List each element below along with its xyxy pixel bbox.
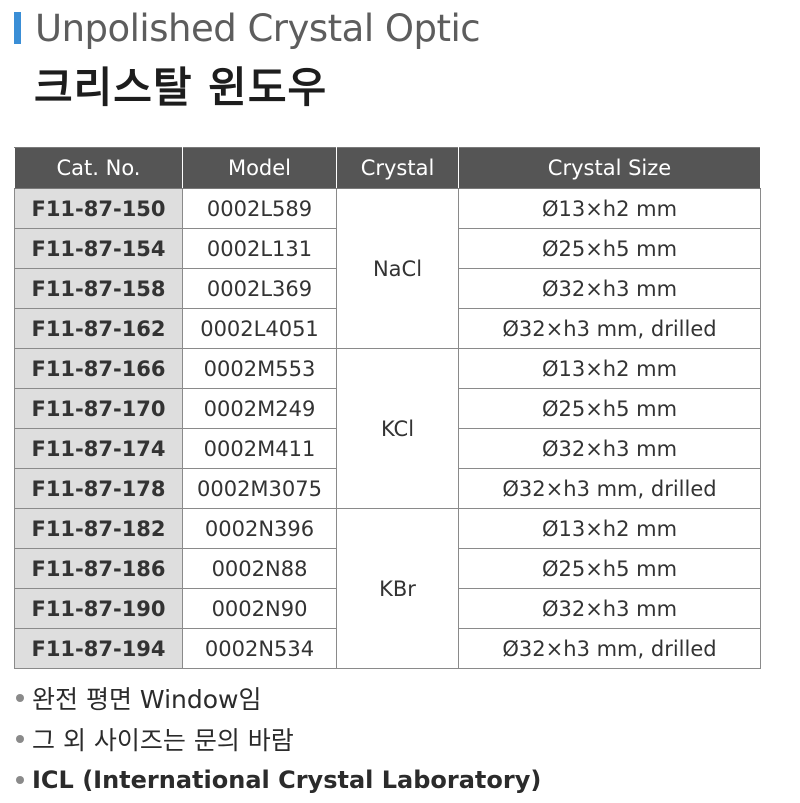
product-table: Cat. No. Model Crystal Crystal Size F11-… xyxy=(14,147,761,669)
size-cell: Ø25×h5 mm xyxy=(458,548,761,589)
model-cell: 0002M3075 xyxy=(182,468,337,509)
size-cell: Ø32×h3 mm xyxy=(458,268,761,309)
model-cell: 0002L4051 xyxy=(182,308,337,349)
cat-no-cell: F11-87-182 xyxy=(14,508,183,549)
page-header: Unpolished Crystal Optic xyxy=(14,6,481,50)
accent-bar xyxy=(14,12,21,44)
cat-no-cell: F11-87-170 xyxy=(14,388,183,429)
crystal-cell: KBr xyxy=(336,508,459,669)
model-cell: 0002M553 xyxy=(182,348,337,389)
model-cell: 0002M249 xyxy=(182,388,337,429)
size-cell: Ø32×h3 mm, drilled xyxy=(458,628,761,669)
cat-no-cell: F11-87-166 xyxy=(14,348,183,389)
note-text: ICL (International Crystal Laboratory) xyxy=(32,765,542,794)
note-item: 그 외 사이즈는 문의 바람 xyxy=(16,718,541,759)
size-cell: Ø13×h2 mm xyxy=(458,348,761,389)
model-cell: 0002L131 xyxy=(182,228,337,269)
model-cell: 0002L589 xyxy=(182,188,337,229)
cat-no-cell: F11-87-186 xyxy=(14,548,183,589)
bullet-icon xyxy=(16,734,24,743)
cat-no-cell: F11-87-194 xyxy=(14,628,183,669)
table-row: F11-87-194 0002N534 Ø32×h3 mm, drilled xyxy=(14,628,761,669)
notes-list: 완전 평면 Window임 그 외 사이즈는 문의 바람 ICL (Intern… xyxy=(16,677,541,800)
size-cell: Ø32×h3 mm, drilled xyxy=(458,308,761,349)
table-row: F11-87-166 0002M553 KCl Ø13×h2 mm xyxy=(14,348,761,509)
crystal-cell: NaCl xyxy=(336,188,459,349)
page-title-en: Unpolished Crystal Optic xyxy=(35,6,481,50)
model-cell: 0002L369 xyxy=(182,268,337,309)
note-item: ICL (International Crystal Laboratory) xyxy=(16,759,541,800)
table-header-row: Cat. No. Model Crystal Crystal Size xyxy=(14,147,761,189)
bullet-icon xyxy=(16,693,24,702)
size-cell: Ø32×h3 mm, drilled xyxy=(458,468,761,509)
model-cell: 0002N396 xyxy=(182,508,337,549)
cat-no-cell: F11-87-190 xyxy=(14,588,183,629)
model-cell: 0002M411 xyxy=(182,428,337,469)
size-cell: Ø13×h2 mm xyxy=(458,508,761,549)
size-cell: Ø25×h5 mm xyxy=(458,228,761,269)
page-title-ko: 크리스탈 윈도우 xyxy=(34,63,328,112)
title-row: Unpolished Crystal Optic xyxy=(14,6,481,50)
size-cell: Ø13×h2 mm xyxy=(458,188,761,229)
size-cell: Ø32×h3 mm xyxy=(458,428,761,469)
column-header-cat-no: Cat. No. xyxy=(14,147,183,189)
size-cell: Ø32×h3 mm xyxy=(458,588,761,629)
column-header-model: Model xyxy=(182,147,337,189)
model-cell: 0002N90 xyxy=(182,588,337,629)
cat-no-cell: F11-87-162 xyxy=(14,308,183,349)
table-row: F11-87-178 0002M3075 Ø32×h3 mm, drilled xyxy=(14,468,761,509)
model-cell: 0002N534 xyxy=(182,628,337,669)
cat-no-cell: F11-87-150 xyxy=(14,188,183,229)
cat-no-cell: F11-87-154 xyxy=(14,228,183,269)
table-row: F11-87-186 0002N88 Ø25×h5 mm xyxy=(14,548,761,589)
column-header-crystal: Crystal xyxy=(336,147,459,189)
cat-no-cell: F11-87-158 xyxy=(14,268,183,309)
size-cell: Ø25×h5 mm xyxy=(458,388,761,429)
model-cell: 0002N88 xyxy=(182,548,337,589)
crystal-cell: KCl xyxy=(336,348,459,509)
table-row: F11-87-158 0002L369 Ø32×h3 mm xyxy=(14,268,761,309)
column-header-crystal-size: Crystal Size xyxy=(458,147,761,189)
table-row: F11-87-190 0002N90 Ø32×h3 mm xyxy=(14,588,761,629)
table-row: F11-87-170 0002M249 Ø25×h5 mm xyxy=(14,388,761,429)
note-text: 완전 평면 Window임 xyxy=(32,684,262,714)
cat-no-cell: F11-87-174 xyxy=(14,428,183,469)
cat-no-cell: F11-87-178 xyxy=(14,468,183,509)
bullet-icon xyxy=(16,775,24,784)
table-row: F11-87-162 0002L4051 Ø32×h3 mm, drilled xyxy=(14,308,761,349)
note-item: 완전 평면 Window임 xyxy=(16,677,541,718)
table-row: F11-87-150 0002L589 NaCl Ø13×h2 mm xyxy=(14,188,761,349)
note-text: 그 외 사이즈는 문의 바람 xyxy=(32,725,294,755)
table-row: F11-87-182 0002N396 KBr Ø13×h2 mm xyxy=(14,508,761,669)
